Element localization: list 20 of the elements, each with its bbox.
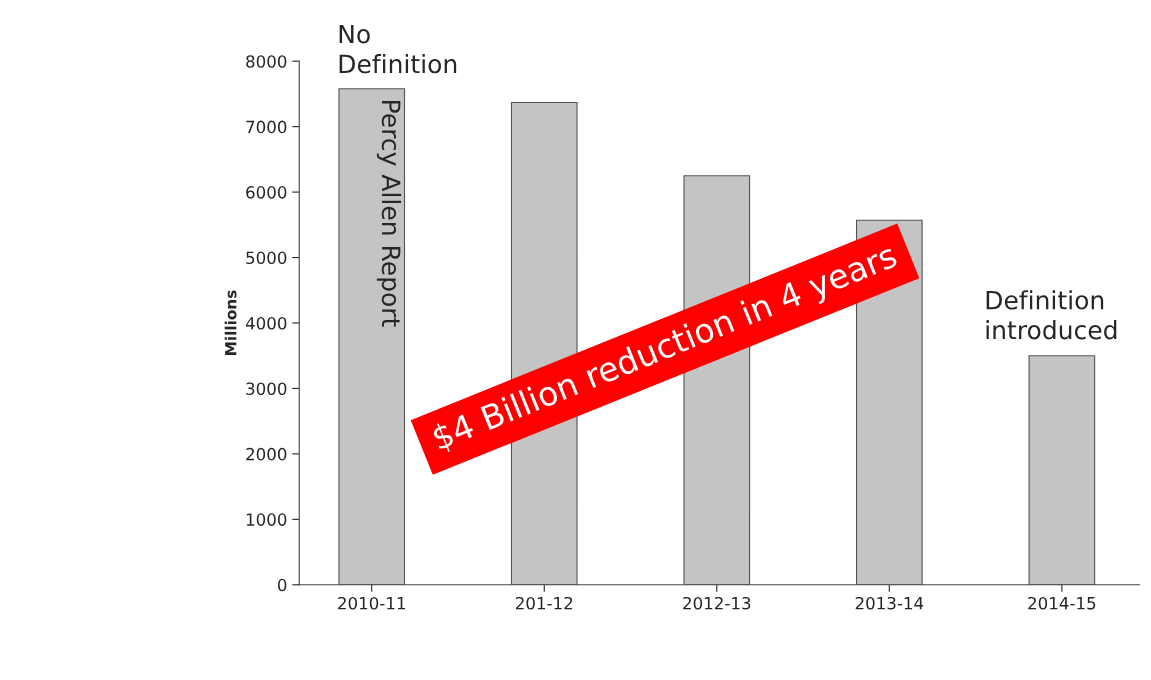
bar xyxy=(1028,355,1096,585)
y-tick-label: 4000 xyxy=(245,316,287,330)
y-tick-label: 8000 xyxy=(246,55,287,68)
y-tick-label: 6000 xyxy=(246,186,287,199)
y-tick-label: 7000 xyxy=(246,120,287,134)
y-tick-label: 5000 xyxy=(246,251,287,265)
x-tick-label: 2014-15 xyxy=(1028,596,1096,610)
y-tick-label: 1000 xyxy=(246,513,287,526)
annotation: No Definition xyxy=(339,24,457,74)
bar xyxy=(338,88,406,585)
x-tick-label: 2013-14 xyxy=(855,596,924,610)
y-tick-label: 0 xyxy=(277,578,287,592)
y-tick-label: 2000 xyxy=(246,447,287,461)
y-axis-title: Millions xyxy=(224,290,237,355)
x-tick-label: 2012-13 xyxy=(683,596,751,610)
annotation: Definition introduced xyxy=(986,290,1117,340)
x-tick-label: 201-12 xyxy=(515,596,573,610)
x-tick-label: 2010-11 xyxy=(338,596,405,610)
y-tick-label: 3000 xyxy=(246,382,287,396)
annotation: Percy Allen Report xyxy=(376,101,402,327)
